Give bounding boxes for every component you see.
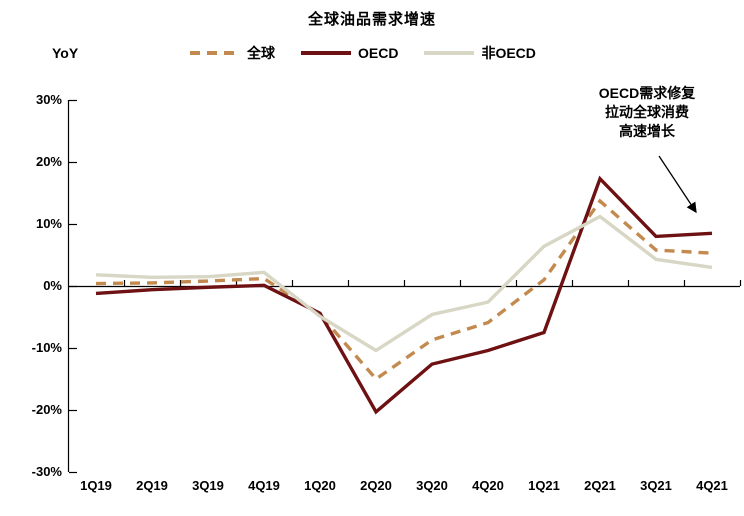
annotation-line-1: OECD需求修复 <box>598 85 696 101</box>
x-axis-label: 1Q19 <box>80 478 112 493</box>
axes <box>67 99 742 474</box>
y-axis-tick-label: 20% <box>35 154 62 169</box>
annotation-arrow <box>658 155 697 214</box>
series-line-全球 <box>95 198 713 382</box>
x-axis-label: 4Q20 <box>472 478 504 493</box>
x-axis-label: 2Q19 <box>136 478 168 493</box>
legend-label-global: 全球 <box>247 45 275 61</box>
x-axis-label: 3Q21 <box>640 478 672 493</box>
x-axis-label: 4Q21 <box>696 478 728 493</box>
annotation: OECD需求修复 拉动全球消费 高速增长 <box>553 84 741 141</box>
y-axis-tick-label: 30% <box>35 92 62 107</box>
legend-item-non-oecd: 非OECD <box>424 43 536 63</box>
legend: 全球 OECD 非OECD <box>190 44 536 62</box>
x-axis-label: 3Q19 <box>192 478 224 493</box>
x-axis-label: 2Q21 <box>584 478 616 493</box>
x-axis-label: 1Q21 <box>528 478 560 493</box>
y-axis-unit-label: YoY <box>52 45 79 61</box>
legend-label-oecd: OECD <box>358 45 399 61</box>
legend-swatch-global <box>190 51 240 55</box>
legend-label-non-oecd: 非OECD <box>481 45 536 61</box>
y-axis-tick-label: -20% <box>31 402 62 417</box>
legend-swatch-non-oecd <box>424 51 475 55</box>
annotation-line-2: 拉动全球消费 <box>605 104 689 120</box>
legend-item-global: 全球 <box>190 43 275 63</box>
y-axis-tick-label: -30% <box>31 464 62 479</box>
series-line-OECD <box>95 175 713 415</box>
legend-item-oecd: OECD <box>301 45 398 61</box>
y-axis-tick-label: 0% <box>43 278 62 293</box>
series-line-非OECD <box>95 214 713 353</box>
annotation-line-3: 高速增长 <box>619 123 675 139</box>
legend-swatch-oecd <box>301 51 351 55</box>
y-axis-tick-label: 10% <box>35 216 62 231</box>
x-axis-label: 4Q19 <box>248 478 280 493</box>
x-axis-label: 1Q20 <box>304 478 336 493</box>
series-lines <box>95 175 713 415</box>
y-axis-tick-label: -10% <box>31 340 62 355</box>
x-axis-label: 3Q20 <box>416 478 448 493</box>
chart-title: 全球油品需求增速 <box>307 11 436 28</box>
x-axis-label: 2Q20 <box>360 478 392 493</box>
